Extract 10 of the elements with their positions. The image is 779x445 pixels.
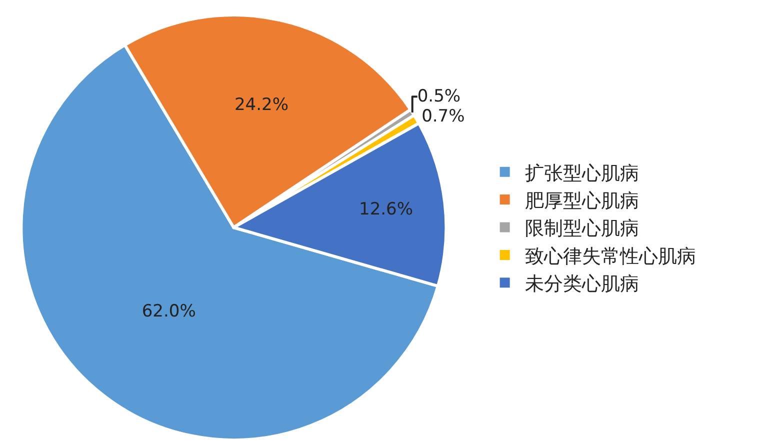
- data-label: 62.0%: [142, 302, 196, 322]
- legend-label: 限制型心肌病: [524, 218, 639, 240]
- legend-label: 扩张型心肌病: [524, 162, 639, 184]
- legend-label: 肥厚型心肌病: [524, 190, 639, 212]
- data-label: 0.7%: [422, 106, 465, 127]
- legend-label: 未分类心肌病: [524, 273, 639, 296]
- data-label: 0.5%: [417, 86, 461, 107]
- legend-label: 致心律失常性心肌病: [524, 245, 696, 268]
- data-label: 12.6%: [359, 200, 414, 220]
- data-label: 24.2%: [234, 94, 288, 115]
